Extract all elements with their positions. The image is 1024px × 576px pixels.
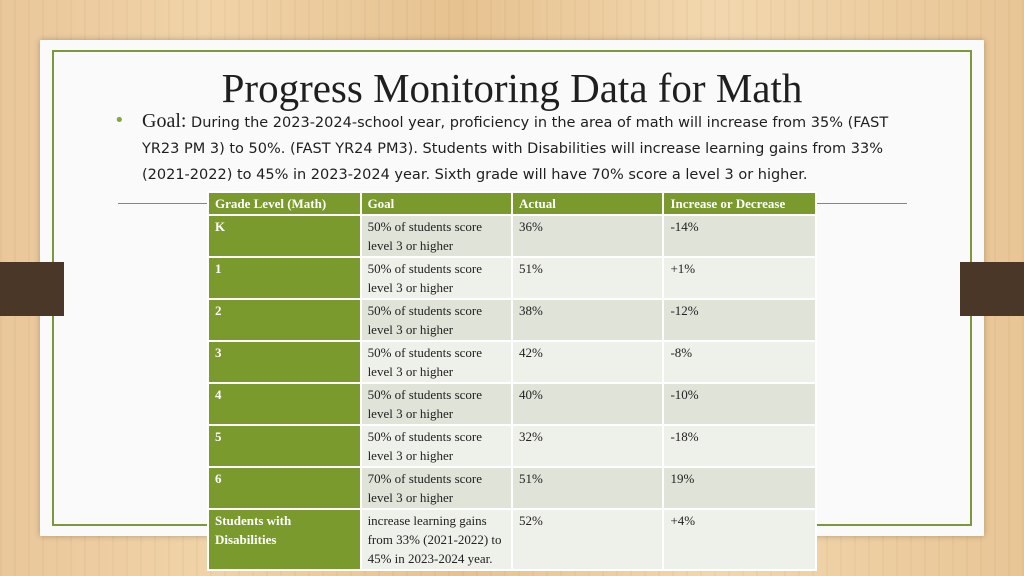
- actual-cell: 36%: [511, 214, 665, 258]
- divider-left: [118, 203, 208, 204]
- table-row: 2 50% of students score level 3 or highe…: [207, 298, 817, 342]
- grade-cell: 1: [207, 256, 362, 300]
- header-goal: Goal: [359, 191, 514, 216]
- header-actual: Actual: [511, 191, 665, 216]
- divider-right: [817, 203, 907, 204]
- change-cell: +1%: [662, 256, 817, 300]
- table-row: 1 50% of students score level 3 or highe…: [207, 256, 817, 300]
- goal-cell: 50% of students score level 3 or higher: [359, 298, 514, 342]
- bullet-icon: •: [114, 110, 125, 131]
- actual-cell: 42%: [511, 340, 665, 384]
- actual-cell: 32%: [511, 424, 665, 468]
- right-tab-decoration: [960, 262, 1024, 316]
- actual-cell: 51%: [511, 256, 665, 300]
- goal-paragraph: • Goal: During the 2023-2024-school year…: [114, 108, 918, 188]
- header-change: Increase or Decrease: [662, 191, 817, 216]
- actual-cell: 51%: [511, 466, 665, 510]
- table-row: K 50% of students score level 3 or highe…: [207, 214, 817, 258]
- table-row: 4 50% of students score level 3 or highe…: [207, 382, 817, 426]
- goal-cell: 50% of students score level 3 or higher: [359, 256, 514, 300]
- goal-cell: 50% of students score level 3 or higher: [359, 214, 514, 258]
- left-tab-decoration: [0, 262, 64, 316]
- grade-cell: 3: [207, 340, 362, 384]
- goal-cell: increase learning gains from 33% (2021-2…: [359, 508, 514, 571]
- change-cell: -12%: [662, 298, 817, 342]
- grade-cell: 2: [207, 298, 362, 342]
- change-cell: -18%: [662, 424, 817, 468]
- goal-cell: 50% of students score level 3 or higher: [359, 382, 514, 426]
- grade-cell: K: [207, 214, 362, 258]
- table-row: 6 70% of students score level 3 or highe…: [207, 466, 817, 510]
- change-cell: -10%: [662, 382, 817, 426]
- goal-text: During the 2023-2024-school year, profic…: [142, 115, 889, 183]
- header-grade-level: Grade Level (Math): [207, 191, 362, 216]
- change-cell: -8%: [662, 340, 817, 384]
- grade-cell: Students with Disabilities: [207, 508, 362, 571]
- change-cell: +4%: [662, 508, 817, 571]
- grade-cell: 4: [207, 382, 362, 426]
- goal-text-block: Goal: During the 2023-2024-school year, …: [142, 108, 918, 188]
- table-row: 3 50% of students score level 3 or highe…: [207, 340, 817, 384]
- actual-cell: 52%: [511, 508, 665, 571]
- change-cell: 19%: [662, 466, 817, 510]
- table-row: Students with Disabilities increase lear…: [207, 508, 817, 571]
- progress-table: Grade Level (Math) Goal Actual Increase …: [207, 191, 817, 571]
- slide-title: Progress Monitoring Data for Math: [221, 65, 803, 111]
- table-row: 5 50% of students score level 3 or highe…: [207, 424, 817, 468]
- goal-cell: 70% of students score level 3 or higher: [359, 466, 514, 510]
- goal-lead: Goal:: [142, 110, 187, 132]
- grade-cell: 5: [207, 424, 362, 468]
- goal-cell: 50% of students score level 3 or higher: [359, 424, 514, 468]
- change-cell: -14%: [662, 214, 817, 258]
- goal-cell: 50% of students score level 3 or higher: [359, 340, 514, 384]
- actual-cell: 38%: [511, 298, 665, 342]
- grade-cell: 6: [207, 466, 362, 510]
- actual-cell: 40%: [511, 382, 665, 426]
- table-header-row: Grade Level (Math) Goal Actual Increase …: [207, 191, 817, 216]
